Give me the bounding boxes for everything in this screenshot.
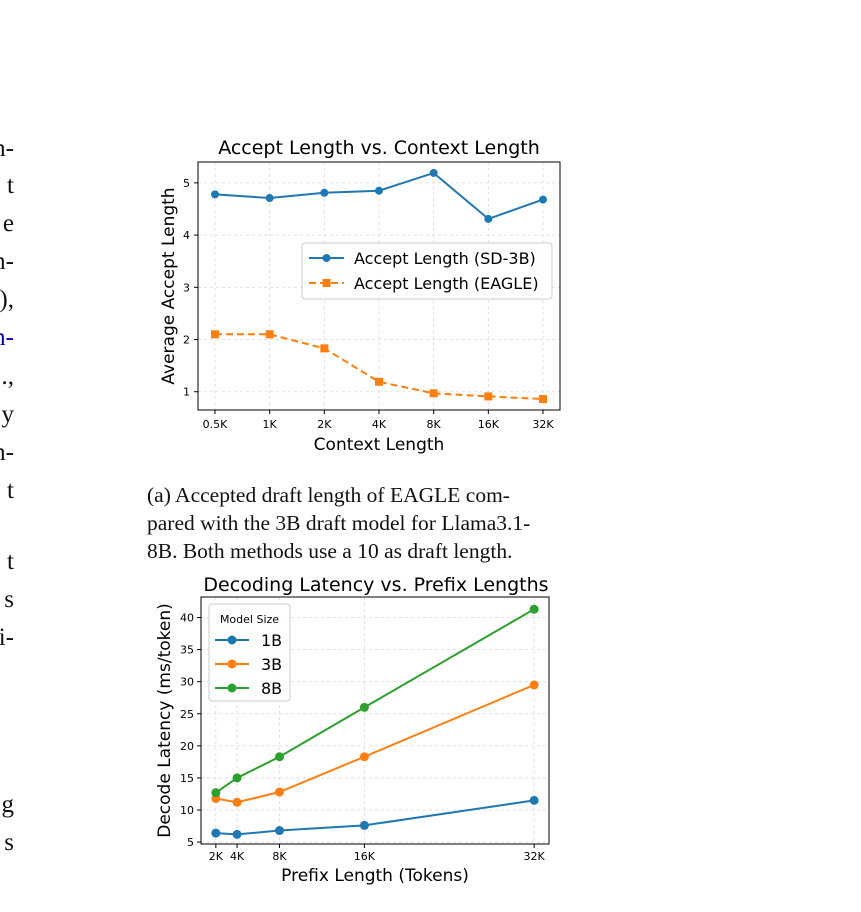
y-tick-label: 1 xyxy=(183,386,190,399)
data-point xyxy=(359,820,369,830)
data-point xyxy=(484,392,493,401)
data-point xyxy=(359,752,369,762)
x-tick-label: 4K xyxy=(372,418,387,431)
series-line xyxy=(215,799,535,836)
x-tick-label: 2K xyxy=(209,850,224,863)
data-point xyxy=(211,788,221,798)
y-axis-label: Average Accept Length xyxy=(159,187,179,384)
left-text-fragment: n- xyxy=(0,439,14,466)
left-text-fragment: g xyxy=(1,791,15,818)
data-point xyxy=(529,680,539,690)
data-point xyxy=(429,168,438,177)
left-text-fragment: s xyxy=(4,829,14,856)
left-text-fragment: e xyxy=(2,210,14,237)
y-tick-label: 5 xyxy=(183,177,190,190)
y-tick-label: 40 xyxy=(180,612,194,625)
data-point xyxy=(275,826,285,836)
data-point xyxy=(320,188,329,197)
legend-label: 3B xyxy=(261,655,282,674)
data-point xyxy=(529,604,539,614)
data-point xyxy=(429,389,438,398)
y-tick-label: 5 xyxy=(187,836,194,849)
y-tick-label: 3 xyxy=(183,281,190,294)
data-point xyxy=(211,828,221,838)
data-point xyxy=(375,377,383,386)
data-point xyxy=(484,214,493,223)
legend-label: 8B xyxy=(261,679,282,698)
data-point xyxy=(539,395,547,404)
caption-line: 8B. Both methods use a 10 as draft lengt… xyxy=(147,539,513,563)
data-point xyxy=(320,344,329,353)
left-text-fragment: t xyxy=(7,548,14,575)
legend-marker xyxy=(322,279,331,287)
legend-box xyxy=(301,242,553,300)
left-text-fragment: n- xyxy=(0,135,14,162)
x-tick-label: 4K xyxy=(230,850,245,863)
y-tick-label: 35 xyxy=(180,644,194,657)
data-point xyxy=(529,795,539,805)
data-point xyxy=(232,829,242,839)
left-text-fragment: t xyxy=(7,477,14,504)
x-tick-label: 0.5K xyxy=(203,418,228,431)
data-point xyxy=(232,797,242,807)
data-point xyxy=(375,186,383,195)
data-point xyxy=(265,194,274,203)
plot-frame xyxy=(200,596,550,845)
left-text-fragment: n- xyxy=(0,324,14,351)
data-point xyxy=(211,190,219,199)
y-tick-label: 4 xyxy=(183,229,190,242)
y-tick-label: 25 xyxy=(180,708,194,721)
y-tick-label: 30 xyxy=(180,676,194,689)
x-tick-label: 8K xyxy=(272,850,287,863)
x-axis-label: Prefix Length (Tokens) xyxy=(281,866,469,886)
legend-box xyxy=(208,603,291,702)
y-tick-label: 2 xyxy=(183,334,190,347)
x-axis-label: Context Length xyxy=(314,435,445,455)
left-text-fragment: s xyxy=(4,586,14,613)
x-tick-label: 2K xyxy=(317,418,332,431)
x-tick-label: 16K xyxy=(478,418,500,431)
legend-marker xyxy=(227,659,237,669)
y-tick-label: 20 xyxy=(180,740,194,753)
left-text-fragment: y xyxy=(1,401,15,428)
legend-label: Accept Length (SD-3B) xyxy=(354,249,536,268)
left-text-fragment: ), xyxy=(0,286,14,313)
data-point xyxy=(265,330,274,339)
data-point xyxy=(275,752,285,762)
left-text-fragment: ., xyxy=(1,363,15,390)
x-tick-label: 16K xyxy=(354,850,376,863)
caption-line: (a) Accepted draft length of EAGLE com- xyxy=(147,483,510,507)
x-tick-label: 32K xyxy=(524,850,546,863)
x-tick-label: 8K xyxy=(427,418,442,431)
data-point xyxy=(211,330,219,339)
chart-title: Accept Length vs. Context Length xyxy=(218,137,540,159)
legend-label: Accept Length (EAGLE) xyxy=(354,274,539,293)
figure-caption-a: (a) Accepted draft length of EAGLE com- … xyxy=(147,481,587,565)
x-tick-label: 1K xyxy=(263,418,278,431)
left-text-fragment: i- xyxy=(0,624,14,651)
data-point xyxy=(275,787,285,797)
caption-line: pared with the 3B draft model for Llama3… xyxy=(147,511,531,535)
data-point xyxy=(539,195,547,204)
y-tick-label: 15 xyxy=(180,772,194,785)
chart-title: Decoding Latency vs. Prefix Lengths xyxy=(203,574,548,596)
legend-marker xyxy=(322,254,331,262)
legend-label: 1B xyxy=(261,631,282,650)
y-tick-label: 10 xyxy=(180,804,194,817)
x-tick-label: 32K xyxy=(532,418,554,431)
data-point xyxy=(232,773,242,783)
left-text-fragment: t xyxy=(7,172,14,199)
legend-marker xyxy=(227,683,237,693)
left-text-fragment: n- xyxy=(0,248,14,275)
data-point xyxy=(359,702,369,712)
y-axis-label: Decode Latency (ms/token) xyxy=(155,603,175,838)
series-line xyxy=(215,683,535,804)
legend-title: Model Size xyxy=(220,613,279,626)
legend-marker xyxy=(227,635,237,645)
